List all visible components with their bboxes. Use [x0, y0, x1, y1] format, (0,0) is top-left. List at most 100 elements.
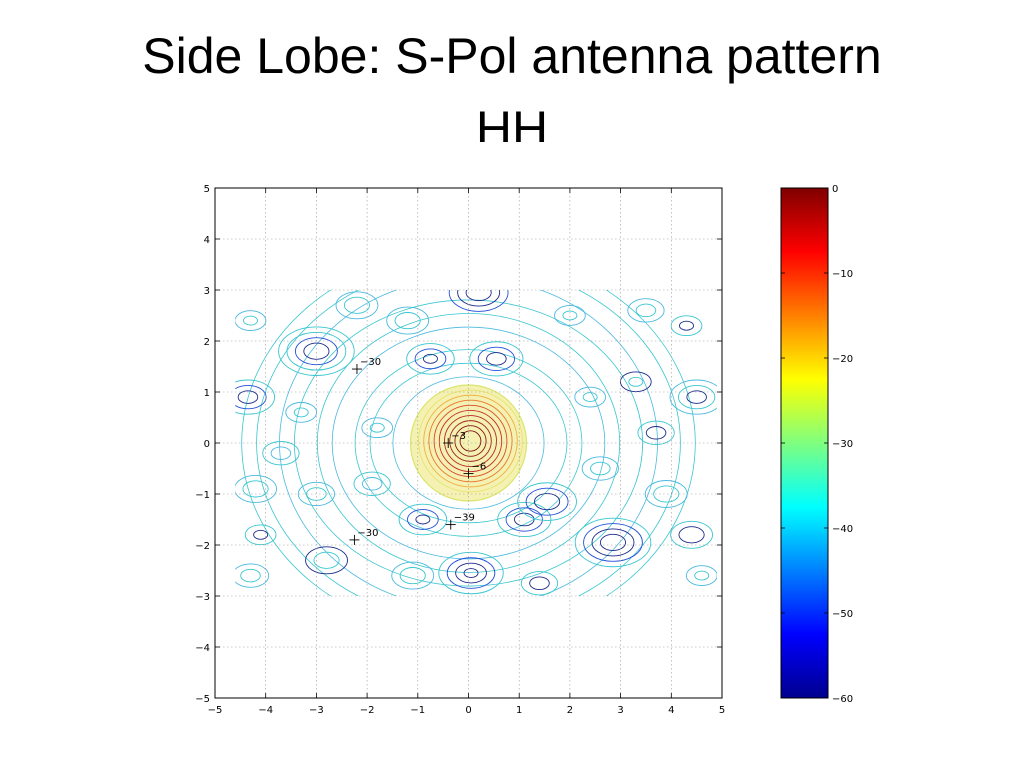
side-lobe-contour [534, 493, 561, 511]
colorbar-gradient [780, 187, 829, 699]
side-lobe-contour [243, 315, 258, 326]
side-lobe-contour [293, 407, 309, 418]
main-lobe-contour [459, 430, 482, 452]
side-lobe-contour [414, 348, 447, 370]
marker-label: −6 [472, 462, 487, 473]
side-lobe-contour [235, 474, 278, 503]
side-lobe-contour [685, 565, 717, 586]
side-lobe-contour [670, 315, 703, 337]
marker-label: −30 [357, 528, 378, 539]
y-tick-label: −4 [195, 643, 210, 654]
side-lobe-contour [678, 526, 705, 544]
x-tick-label: −3 [309, 705, 324, 716]
side-lobe-contour [637, 420, 675, 445]
x-tick-label: 0 [465, 705, 471, 716]
side-lobe-contour [448, 290, 509, 312]
side-lobe-contour [497, 501, 552, 538]
side-lobe-contour [505, 507, 543, 532]
side-lobe-contour [525, 487, 569, 516]
side-lobe-contour [627, 298, 665, 323]
side-lobe-contour [407, 509, 439, 530]
side-lobe-contour [486, 352, 507, 366]
x-tick-label: 3 [617, 705, 623, 716]
main-lobe-contour [428, 399, 513, 483]
side-lobe-contour [591, 528, 635, 557]
side-lobe-contour [574, 386, 607, 408]
side-lobe-contour [262, 441, 300, 466]
main-lobe-contour [423, 394, 518, 488]
y-tick-label: 0 [204, 439, 210, 450]
y-tick-label: 5 [204, 184, 210, 195]
side-lobe-contour [237, 390, 259, 404]
marker-label: −39 [454, 513, 475, 524]
side-lobe-contour [599, 533, 627, 552]
side-lobe-contour [694, 570, 710, 581]
y-tick-label: −3 [195, 592, 210, 603]
colorbar: 0 −10 −20 −30 −40 −50 −60 [780, 184, 853, 705]
y-tick-label: 1 [204, 388, 210, 399]
side-lobe-contour [653, 485, 680, 503]
side-lobe-contour [303, 342, 330, 360]
side-lobe-contour [645, 426, 667, 440]
side-lobe-contour [399, 567, 426, 585]
side-lobe-contour [619, 371, 652, 393]
side-lobe-contour [391, 561, 435, 590]
side-lobe-contour [635, 303, 657, 318]
x-tick-label: 4 [668, 705, 674, 716]
side-lobe-contour [628, 376, 644, 387]
side-lobe-contour [398, 503, 448, 536]
side-lobe-contour [235, 384, 267, 410]
y-tick-label: 2 [204, 337, 210, 348]
side-lobe-contour [670, 520, 714, 549]
side-lobe-contour [242, 480, 269, 498]
side-lobe-contour [477, 346, 516, 371]
side-lobe-contour [278, 326, 355, 376]
side-lobe-contour [679, 320, 694, 331]
marker-label: −30 [360, 357, 381, 368]
colorbar-tick-label: −60 [832, 694, 853, 705]
colorbar-tick-label: −50 [832, 609, 853, 620]
side-lobe-contour [240, 568, 261, 583]
x-tick-label: 5 [719, 705, 725, 716]
side-lobe-contour [465, 290, 492, 302]
side-lobe-contour [353, 471, 391, 496]
side-lobe-contour [463, 568, 479, 578]
main-lobe-contour [418, 389, 523, 493]
side-lobe-ring [293, 299, 644, 587]
colorbar-tick-label: −10 [832, 269, 853, 280]
side-lobe-contour [423, 353, 438, 364]
side-lobe-contour [590, 461, 611, 476]
colorbar-tick-label: 0 [832, 184, 838, 195]
x-tick-label: −5 [208, 705, 223, 716]
x-tick-label: −1 [410, 705, 425, 716]
side-lobe-contour [386, 306, 430, 335]
x-tick-label: −2 [360, 705, 375, 716]
y-tick-label: 4 [204, 235, 210, 246]
marker-label: −3 [451, 431, 466, 442]
side-lobe-contour [369, 422, 385, 433]
side-lobe-contour [517, 482, 577, 521]
y-tick-label: −2 [195, 541, 210, 552]
side-lobe-contour [469, 341, 524, 377]
x-tick-label: 2 [567, 705, 573, 716]
x-tick-label: 1 [516, 705, 522, 716]
x-tick-label: −4 [258, 705, 273, 716]
side-lobe-contour [529, 576, 550, 591]
main-lobe-contour [444, 415, 497, 467]
side-lobe-contour [313, 551, 340, 569]
side-lobe-contour [686, 390, 707, 404]
colorbar-tick-label: −40 [832, 524, 853, 535]
main-lobe-contour [454, 425, 487, 457]
side-lobe-contour [581, 456, 619, 481]
side-lobe-contour [235, 563, 270, 588]
side-lobe-contour [520, 571, 559, 596]
y-tick-label: 3 [204, 286, 210, 297]
contour-plot: −5 −4 −3 −2 −1 0 1 2 3 4 5 5 4 3 2 1 0 −1 −2 −3 −4 −5 −30 −3 −6 −… [195, 184, 725, 716]
side-lobe-contour [235, 379, 275, 415]
colorbar-tick-label: −30 [832, 439, 853, 450]
y-tick-label: −1 [195, 490, 210, 501]
slide-subtitle: HH [475, 101, 549, 142]
side-lobe-contour [669, 379, 717, 415]
main-lobe-contour [449, 420, 492, 462]
